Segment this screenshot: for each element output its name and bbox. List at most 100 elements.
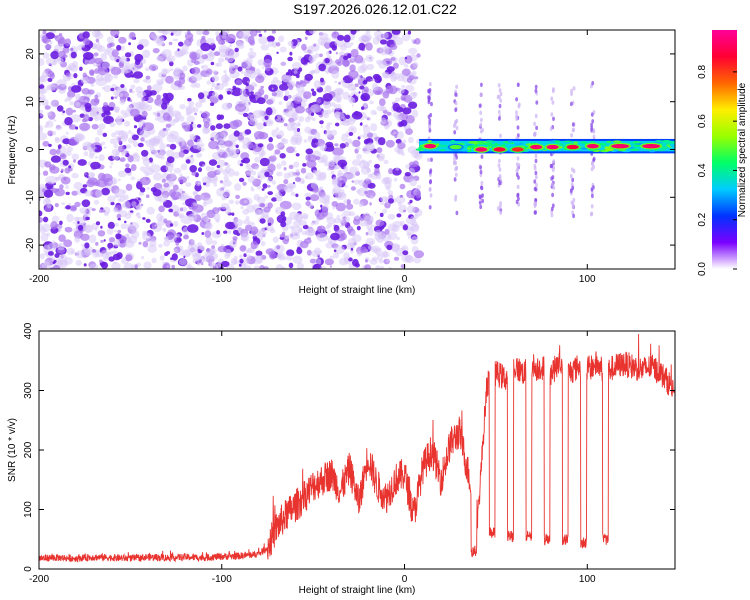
noise-blob	[113, 143, 119, 149]
noise-blob	[172, 184, 179, 191]
noise-blob	[62, 159, 69, 166]
noise-blob	[79, 66, 83, 72]
noise-blob	[213, 182, 218, 187]
noise-blob	[59, 253, 67, 262]
noise-blob	[79, 122, 91, 131]
signal-streak	[453, 130, 457, 135]
noise-blob	[379, 46, 390, 56]
noise-blob	[216, 166, 224, 174]
noise-blob	[289, 51, 293, 56]
noise-blob	[393, 177, 398, 182]
noise-blob	[263, 58, 272, 68]
noise-blob	[360, 246, 367, 254]
noise-blob	[313, 131, 321, 140]
noise-blob	[216, 83, 220, 86]
noise-blob	[129, 32, 136, 40]
noise-blob	[51, 240, 56, 244]
noise-blob	[256, 97, 266, 105]
signal-streak	[592, 158, 595, 163]
noise-blob	[365, 237, 376, 246]
band-texture	[573, 141, 579, 144]
signal-streak	[499, 91, 503, 97]
noise-blob	[125, 183, 133, 191]
noise-blob	[66, 146, 74, 153]
noise-blob	[185, 159, 191, 164]
noise-blob	[64, 226, 73, 233]
signal-streak	[569, 173, 573, 179]
noise-blob	[347, 83, 356, 92]
noise-blob	[245, 224, 253, 231]
noise-blob	[94, 136, 100, 143]
noise-blob	[71, 190, 78, 196]
signal-streak	[478, 200, 482, 205]
noise-blob	[284, 90, 290, 97]
noise-blob	[366, 168, 372, 173]
noise-blob	[56, 105, 64, 112]
noise-blob	[125, 163, 130, 168]
signal-streak	[552, 185, 556, 190]
noise-blob	[277, 252, 286, 261]
noise-blob	[238, 263, 242, 267]
y-tick-label: 10	[25, 96, 36, 108]
noise-blob	[158, 128, 169, 137]
noise-blob	[200, 65, 204, 69]
noise-blob	[232, 85, 237, 90]
noise-blob	[64, 38, 72, 47]
noise-blob	[267, 184, 271, 188]
noise-blob	[222, 180, 232, 187]
noise-blob	[39, 88, 48, 94]
signal-streak	[497, 83, 501, 88]
noise-blob	[363, 125, 371, 135]
noise-blob	[179, 258, 187, 266]
noise-blob	[255, 255, 264, 264]
noise-blob	[85, 216, 90, 221]
noise-blob	[304, 175, 309, 180]
hot-spot	[475, 147, 488, 152]
noise-blob	[225, 221, 236, 230]
noise-blob	[75, 93, 81, 101]
noise-blob	[401, 152, 405, 157]
signal-streak	[499, 133, 502, 138]
noise-blob	[102, 86, 105, 90]
noise-blob	[204, 230, 212, 238]
noise-blob	[258, 33, 263, 37]
signal-streak	[550, 182, 554, 187]
noise-blob	[275, 127, 280, 131]
noise-blob	[185, 105, 195, 114]
noise-blob	[49, 72, 55, 80]
noise-blob	[286, 146, 295, 154]
noise-blob	[119, 235, 127, 244]
noise-blob	[404, 172, 411, 177]
noise-blob	[116, 214, 122, 219]
noise-blob	[281, 74, 293, 83]
signal-streak	[550, 206, 554, 212]
signal-streak	[498, 158, 501, 164]
noise-blob	[192, 190, 197, 195]
noise-blob	[266, 99, 274, 105]
noise-blob	[292, 220, 302, 227]
noise-blob	[356, 153, 363, 160]
noise-blob	[95, 74, 104, 82]
noise-blob	[258, 230, 264, 236]
signal-streak	[534, 201, 537, 206]
noise-blob	[145, 194, 150, 198]
noise-blob	[45, 32, 55, 40]
noise-blob	[348, 132, 354, 136]
noise-blob	[211, 245, 216, 250]
noise-blob	[83, 248, 93, 256]
noise-blob	[267, 191, 274, 196]
signal-streak	[516, 82, 520, 88]
noise-blob	[106, 228, 114, 235]
x-tick-label: -100	[212, 574, 232, 585]
noise-blob	[210, 102, 215, 106]
y-tick-label: 0	[25, 146, 36, 152]
noise-blob	[161, 77, 166, 81]
noise-blob	[250, 240, 258, 250]
signal-streak	[570, 91, 573, 97]
noise-blob	[387, 213, 396, 220]
signal-streak	[515, 97, 518, 102]
noise-blob	[60, 176, 71, 185]
noise-blob	[246, 172, 251, 177]
noise-blob	[152, 172, 163, 181]
signal-streak	[549, 126, 553, 131]
